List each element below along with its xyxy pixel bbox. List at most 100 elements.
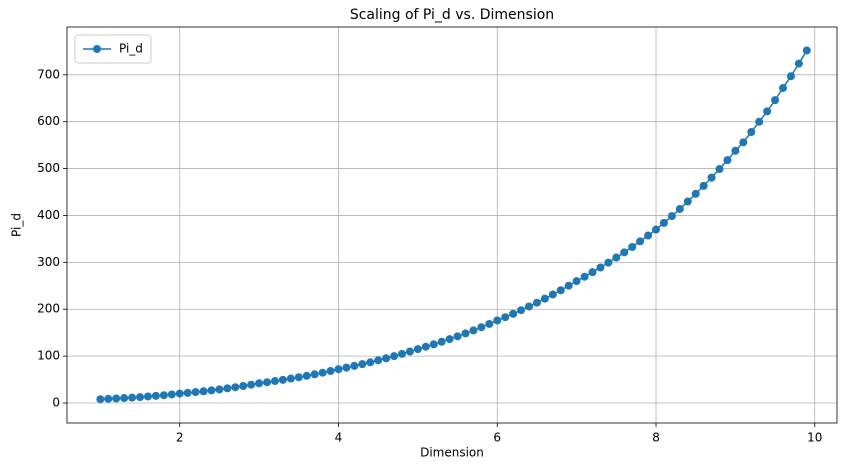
data-point bbox=[747, 128, 756, 137]
data-point bbox=[540, 294, 549, 303]
data-point bbox=[636, 237, 645, 246]
data-point bbox=[755, 117, 764, 126]
data-point bbox=[620, 248, 629, 257]
data-point bbox=[580, 272, 589, 281]
data-point bbox=[786, 72, 795, 81]
x-tick-label: 2 bbox=[176, 431, 184, 445]
y-tick-label: 700 bbox=[37, 67, 60, 81]
y-tick-label: 400 bbox=[37, 208, 60, 222]
data-point bbox=[644, 231, 653, 240]
data-point bbox=[659, 218, 668, 227]
data-point bbox=[493, 316, 502, 325]
data-point bbox=[96, 395, 105, 404]
data-point bbox=[532, 298, 541, 307]
x-tick-label: 6 bbox=[493, 431, 501, 445]
x-tick-label: 8 bbox=[652, 431, 660, 445]
data-point bbox=[167, 390, 176, 399]
data-point bbox=[128, 393, 137, 402]
legend: Pi_d bbox=[74, 34, 152, 64]
data-point bbox=[151, 391, 160, 400]
data-point bbox=[763, 107, 772, 116]
chart-title: Scaling of Pi_d vs. Dimension bbox=[350, 7, 554, 23]
data-point bbox=[366, 358, 375, 367]
data-point bbox=[707, 173, 716, 182]
legend-marker bbox=[93, 45, 101, 53]
data-point bbox=[405, 347, 414, 356]
data-point bbox=[699, 181, 708, 190]
data-point bbox=[739, 138, 748, 147]
y-tick-label: 0 bbox=[52, 395, 60, 409]
data-point bbox=[318, 368, 327, 377]
data-point bbox=[104, 394, 113, 403]
data-point bbox=[302, 371, 311, 380]
data-point bbox=[294, 373, 303, 382]
data-point bbox=[556, 286, 565, 295]
data-point bbox=[572, 277, 581, 286]
data-point bbox=[136, 393, 145, 402]
data-point bbox=[286, 374, 295, 383]
y-tick-label: 500 bbox=[37, 161, 60, 175]
data-point bbox=[112, 394, 121, 403]
data-point bbox=[683, 197, 692, 206]
data-point bbox=[675, 204, 684, 213]
data-point bbox=[342, 363, 351, 372]
data-point bbox=[207, 386, 216, 395]
y-tick-label: 200 bbox=[37, 302, 60, 316]
data-point bbox=[564, 281, 573, 290]
data-point bbox=[612, 253, 621, 262]
data-point bbox=[270, 377, 279, 386]
data-point bbox=[588, 268, 597, 277]
data-point bbox=[501, 313, 510, 322]
data-point bbox=[421, 342, 430, 351]
y-axis-label: Pi_d bbox=[10, 213, 24, 237]
data-point bbox=[604, 258, 613, 267]
data-point bbox=[397, 349, 406, 358]
data-point bbox=[159, 391, 168, 400]
data-point bbox=[334, 365, 343, 374]
data-point bbox=[199, 387, 208, 396]
series-line bbox=[100, 50, 808, 400]
data-point bbox=[509, 309, 518, 318]
legend-label: Pi_d bbox=[119, 42, 143, 56]
data-point bbox=[382, 354, 391, 363]
data-point bbox=[239, 382, 248, 391]
legend-box bbox=[74, 34, 152, 64]
data-point bbox=[143, 392, 152, 401]
y-tick-label: 300 bbox=[37, 255, 60, 269]
data-point bbox=[175, 389, 184, 398]
data-point bbox=[326, 367, 335, 376]
data-point bbox=[374, 356, 383, 365]
data-point bbox=[255, 379, 264, 388]
data-point bbox=[453, 332, 462, 341]
x-tick-label: 4 bbox=[335, 431, 343, 445]
data-point bbox=[794, 59, 803, 68]
data-point bbox=[310, 370, 319, 379]
x-tick-label: 10 bbox=[807, 431, 822, 445]
data-point bbox=[802, 46, 811, 55]
data-point bbox=[469, 326, 478, 335]
data-point bbox=[517, 306, 526, 315]
x-axis-label: Dimension bbox=[420, 446, 484, 460]
data-point bbox=[715, 165, 724, 174]
data-point bbox=[667, 212, 676, 221]
data-point bbox=[263, 378, 272, 387]
y-tick-label: 100 bbox=[37, 349, 60, 363]
y-tick-label: 600 bbox=[37, 114, 60, 128]
data-point bbox=[731, 146, 740, 155]
data-point bbox=[485, 319, 494, 328]
data-point bbox=[596, 263, 605, 272]
data-point bbox=[771, 96, 780, 105]
data-point bbox=[223, 384, 232, 393]
data-point bbox=[390, 352, 399, 361]
data-point bbox=[652, 225, 661, 234]
data-point bbox=[548, 290, 557, 299]
data-point bbox=[191, 388, 200, 397]
data-point bbox=[628, 242, 637, 251]
data-point bbox=[445, 335, 454, 344]
data-point bbox=[525, 302, 533, 311]
data-point bbox=[461, 329, 470, 338]
data-point bbox=[350, 361, 359, 370]
data-point bbox=[231, 383, 240, 392]
data-point bbox=[429, 340, 438, 349]
data-point bbox=[183, 388, 192, 397]
